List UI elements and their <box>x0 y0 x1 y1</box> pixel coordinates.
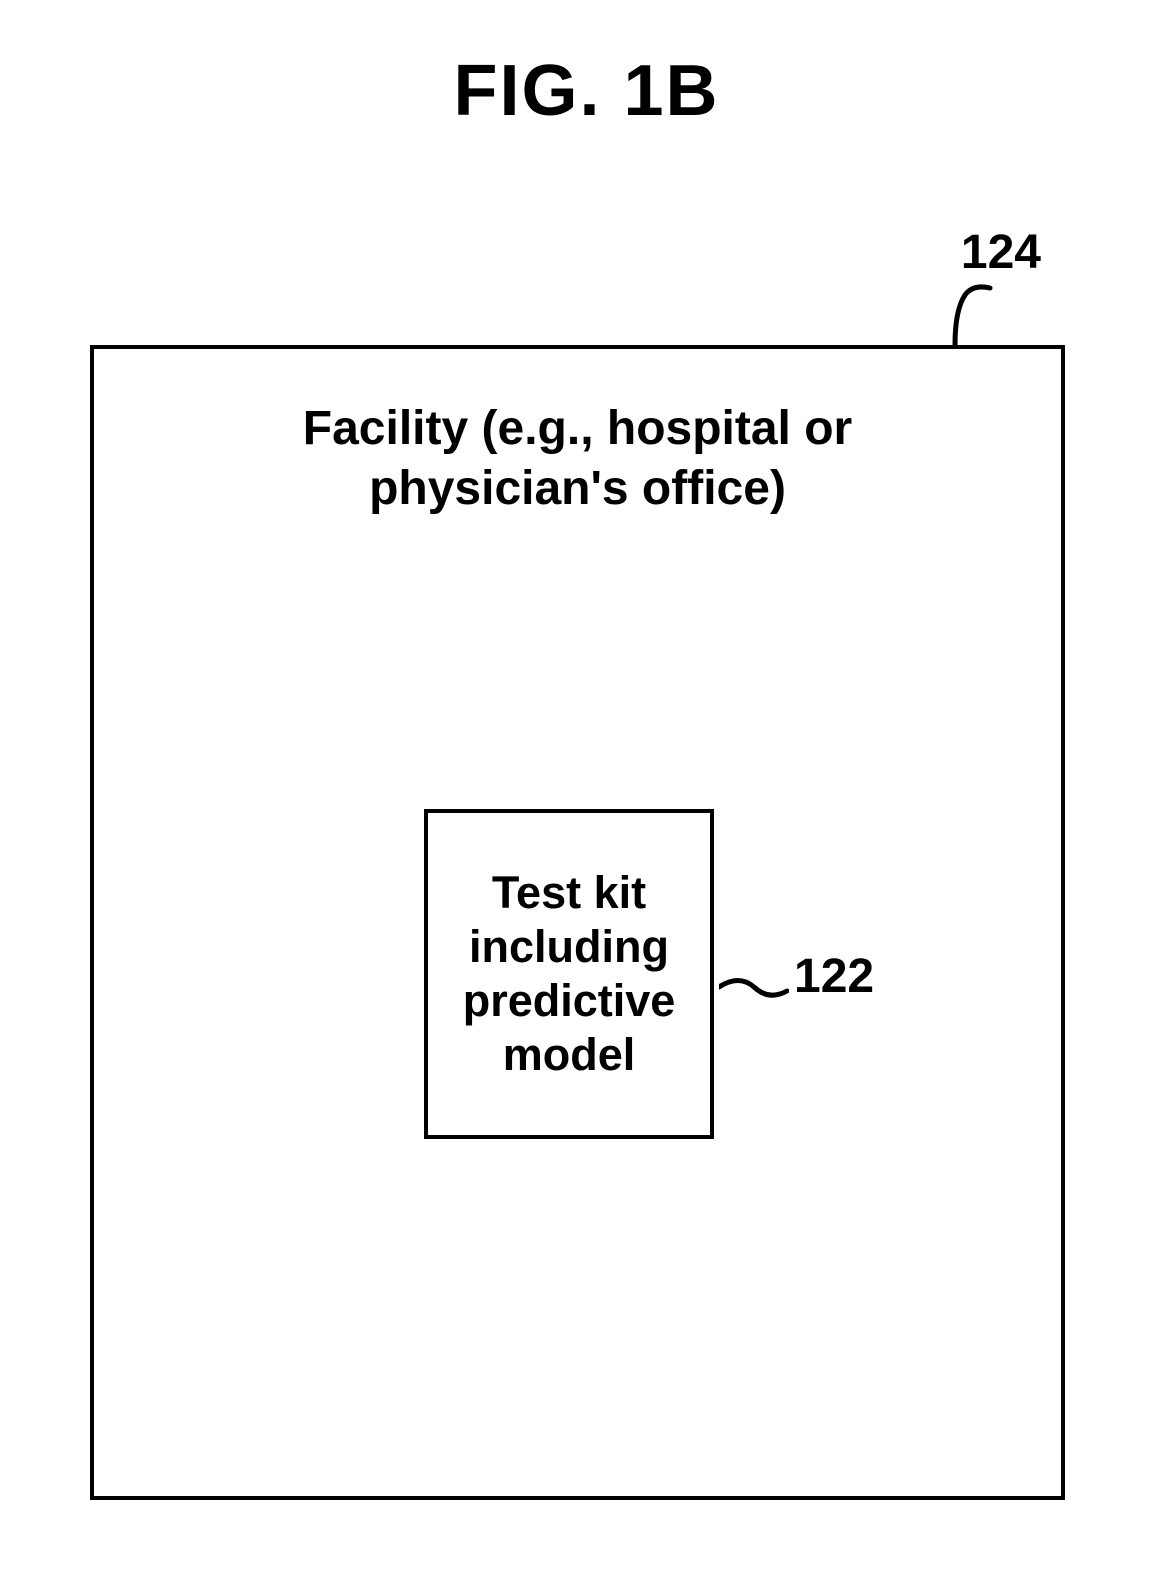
facility-box: Facility (e.g., hospital or physician's … <box>90 345 1065 1500</box>
outer-box-ref-number: 124 <box>961 225 1041 280</box>
test-kit-box-label: Test kit including predictive model <box>453 856 686 1092</box>
test-kit-box: Test kit including predictive model <box>424 809 714 1139</box>
test-kit-label-line2: including <box>469 921 669 972</box>
test-kit-label-line1: Test kit <box>492 867 646 918</box>
facility-label-line1: Facility (e.g., hospital or <box>303 402 852 455</box>
leader-line-outer <box>945 280 995 350</box>
leader-line-inner <box>719 969 789 1009</box>
inner-box-ref-number: 122 <box>794 949 874 1004</box>
test-kit-label-line3: predictive <box>463 975 676 1026</box>
figure-title: FIG. 1B <box>453 50 719 132</box>
facility-box-label: Facility (e.g., hospital or physician's … <box>142 399 1012 519</box>
test-kit-label-line4: model <box>503 1029 636 1080</box>
facility-label-line2: physician's office) <box>369 462 786 515</box>
